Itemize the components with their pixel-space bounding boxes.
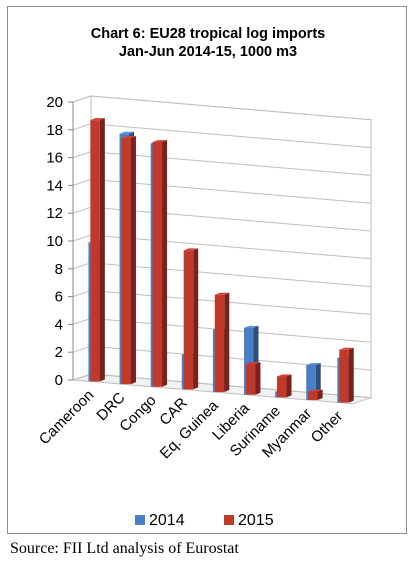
y-axis-ticks: 0 2 4 6 8 10 12 14 16 18 20 [46,94,74,389]
y-tick-label: 14 [46,177,63,194]
x-tick-label: Cameroon [36,387,98,449]
legend-label-2015: 2015 [238,512,274,529]
y-tick-label: 2 [55,344,63,361]
legend: 2014 2015 [135,512,274,529]
legend-swatch-2014 [135,515,145,525]
x-tick-label: Other [308,408,347,447]
source-note: Source: FII Ltd analysis of Eurostat [10,540,239,557]
bar-2015-suriname [277,374,292,398]
bar-2015-congo [152,140,168,387]
bar-2015-cameroon [90,118,105,382]
legend-swatch-2015 [224,515,234,525]
bars [88,118,354,403]
chart-frame: Chart 6: EU28 tropical log imports Jan-J… [7,6,407,534]
gridline [72,95,372,121]
bar-2015-myanmar [308,389,323,400]
y-tick-label: 0 [55,372,63,389]
bar-2015-car [183,248,199,390]
y-tick-label: 4 [55,316,63,333]
chart-title-line-1: Chart 6: EU28 tropical log imports [90,26,326,42]
y-tick-label: 8 [55,261,63,278]
bar-2015-drc [121,136,136,385]
y-tick-label: 6 [55,289,63,306]
y-tick-label: 20 [46,94,63,111]
chart-title-line-2: Jan-Jun 2014-15, 1000 m3 [118,44,298,60]
y-tick-label: 12 [46,205,63,222]
chart-title: Chart 6: EU28 tropical log imports Jan-J… [8,25,408,61]
bar-2015-other [339,347,354,403]
bar-2015-liberia [245,362,261,395]
y-tick-label: 18 [46,122,63,139]
y-tick-label: 10 [46,233,63,250]
y-tick-label: 16 [46,150,63,167]
bar-2015-eqguinea [214,292,230,393]
legend-label-2014: 2014 [149,512,185,529]
